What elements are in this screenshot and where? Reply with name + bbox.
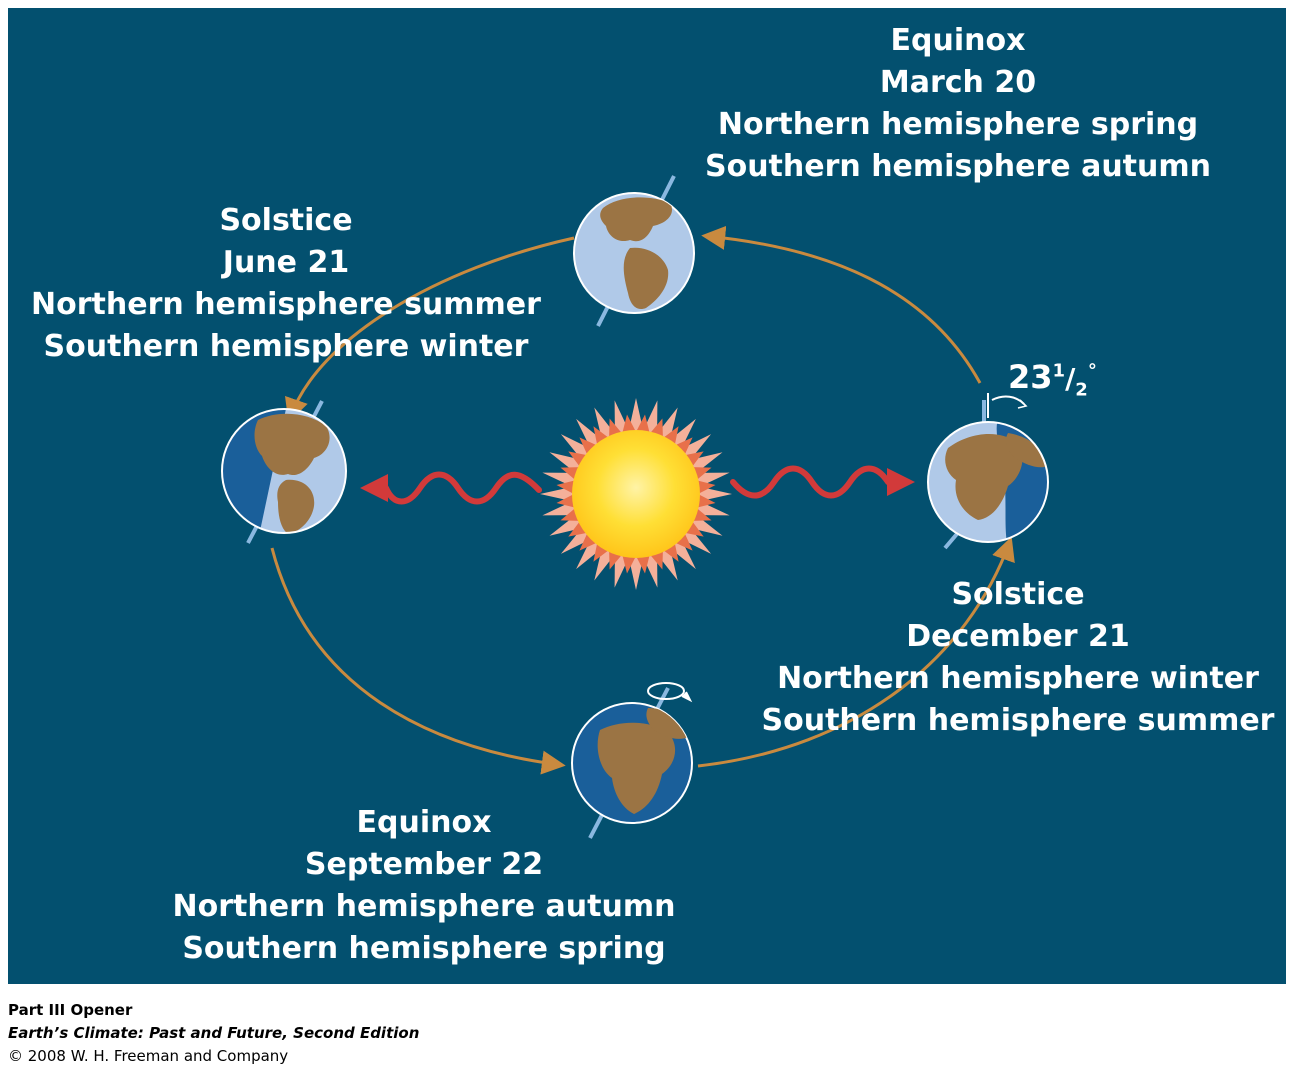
earth-globe-icon-september: [571, 682, 693, 839]
orbit-arrow-icon-mar-jun: [285, 236, 575, 423]
september-north: Northern hemisphere autumn: [172, 889, 676, 924]
tilt-angle-icon: [987, 393, 1028, 418]
rotation-arrow-icon: [647, 682, 693, 703]
sun-icon: [540, 398, 732, 590]
orbit-arrow-icon-jun-sep: [270, 547, 566, 775]
march-north: Northern hemisphere spring: [717, 107, 1199, 142]
seasons-diagram: [221, 175, 1049, 839]
june-date: June 21: [222, 245, 350, 280]
tilt-unit: °: [1087, 360, 1097, 382]
june-south: Southern hemisphere winter: [43, 329, 529, 364]
march-title: Equinox: [890, 23, 1026, 58]
december-title: Solstice: [951, 577, 1085, 612]
september-date: September 22: [304, 847, 544, 882]
label-december-solstice: Solstice December 21 Northern hemisphere…: [750, 574, 1286, 742]
label-june-solstice: Solstice June 21 Northern hemisphere sum…: [8, 200, 564, 368]
label-september-equinox: Equinox September 22 Northern hemisphere…: [146, 802, 702, 970]
june-north: Northern hemisphere summer: [31, 287, 541, 322]
december-north: Northern hemisphere winter: [777, 661, 1259, 696]
caption-part: Part III Opener: [8, 1001, 133, 1019]
orbit-arrow-icon-dec-mar: [701, 225, 982, 384]
caption-book: Earth’s Climate: Past and Future, Second…: [8, 1024, 420, 1042]
september-south: Southern hemisphere spring: [182, 931, 666, 966]
label-march-equinox: Equinox March 20 Northern hemisphere spr…: [648, 20, 1268, 188]
september-title: Equinox: [356, 805, 492, 840]
radiation-ray-icon: [383, 465, 891, 505]
march-date: March 20: [879, 65, 1037, 100]
december-date: December 21: [906, 619, 1130, 654]
earth-globe-icon-june: [221, 400, 347, 544]
tilt-whole: 23: [1008, 358, 1053, 396]
june-title: Solstice: [219, 203, 353, 238]
earth-globe-icon-march: [573, 175, 695, 327]
march-south: Southern hemisphere autumn: [704, 149, 1211, 184]
tilt-angle-label: 231/2°: [1008, 358, 1097, 401]
tilt-denominator: 2: [1075, 379, 1088, 401]
caption-copyright: © 2008 W. H. Freeman and Company: [8, 1047, 289, 1065]
diagram-panel: Equinox March 20 Northern hemisphere spr…: [8, 8, 1286, 984]
orbit-arrow-icon-sep-dec: [697, 536, 1015, 768]
tilt-numerator: 1: [1052, 360, 1066, 382]
december-south: Southern hemisphere summer: [761, 703, 1275, 738]
orbit-arrows: [270, 225, 1015, 775]
earth-globe-icon-december: [927, 393, 1049, 550]
